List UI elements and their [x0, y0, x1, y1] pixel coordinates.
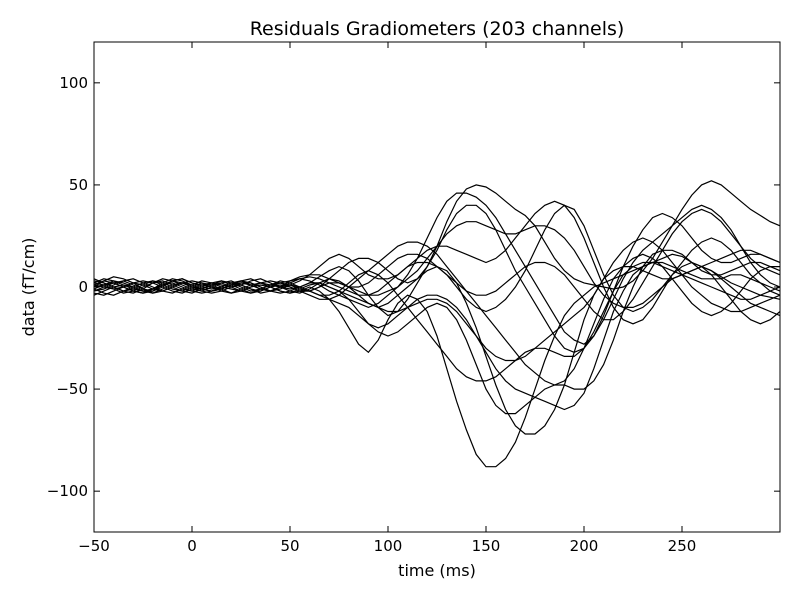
x-tick-label: 200 — [570, 537, 599, 555]
series-line-11 — [93, 208, 781, 321]
x-tick-label: 150 — [472, 537, 501, 555]
series-line-6 — [93, 249, 781, 415]
series-group — [93, 180, 781, 468]
y-tick-label: 0 — [78, 278, 88, 296]
y-tick-label: 100 — [59, 74, 88, 92]
x-tick-label: 250 — [668, 537, 697, 555]
x-tick-label: 0 — [187, 537, 197, 555]
y-tick-label: −100 — [47, 482, 88, 500]
y-tick-label: −50 — [56, 380, 88, 398]
x-tick-label: −50 — [78, 537, 110, 555]
x-tick-label: 100 — [374, 537, 403, 555]
y-axis-ticks: −100 −50 0 50 100 — [47, 74, 780, 500]
series-line-14 — [93, 261, 781, 382]
y-tick-label: 50 — [69, 176, 88, 194]
x-axis-ticks: −50 0 50 100 150 200 250 — [78, 42, 696, 555]
chart-title: Residuals Gradiometers (203 channels) — [250, 18, 625, 40]
series-line-2 — [93, 253, 781, 468]
series-line-12 — [93, 237, 781, 362]
x-axis-label: time (ms) — [398, 561, 476, 580]
series-line-13 — [93, 204, 781, 353]
x-tick-label: 50 — [280, 537, 299, 555]
y-axis-label: data (fT/cm) — [19, 238, 38, 337]
